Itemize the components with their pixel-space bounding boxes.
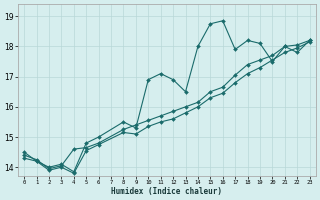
X-axis label: Humidex (Indice chaleur): Humidex (Indice chaleur) bbox=[111, 187, 222, 196]
